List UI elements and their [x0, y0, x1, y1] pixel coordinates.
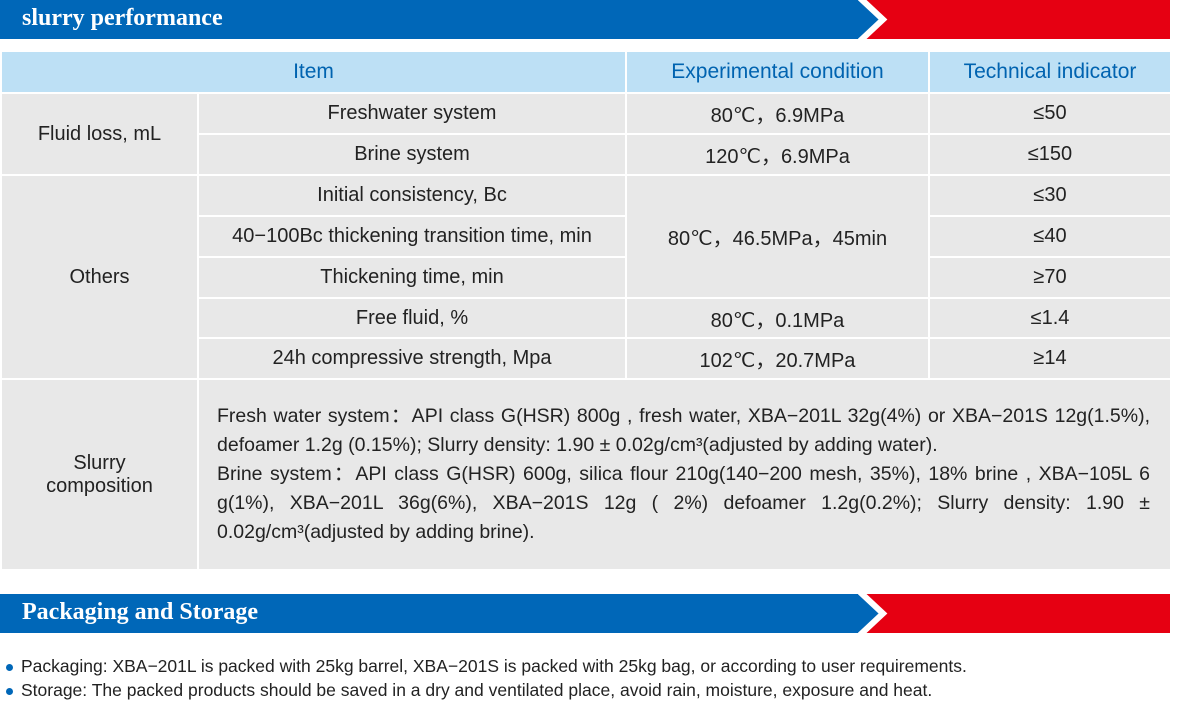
condition-cell: 80℃，6.9MPa [625, 92, 930, 135]
bullet-icon [6, 687, 13, 695]
indicator-cell: ≤150 [928, 133, 1172, 176]
bullet-text: Storage: The packed products should be s… [21, 680, 933, 700]
performance-table: Item Experimental condition Technical in… [0, 50, 1172, 571]
item-cell: 40−100Bc thickening transition time, min [197, 215, 627, 258]
group-label: Fluid loss, mL [0, 92, 199, 176]
header-condition: Experimental condition [625, 50, 930, 94]
group-label: Slurry composition [0, 378, 199, 571]
item-cell: Free fluid, % [197, 297, 627, 339]
composition-fresh: Fresh water system：API class G(HSR) 800g… [217, 405, 1150, 456]
item-cell: Brine system [197, 133, 627, 176]
group-label: Others [0, 174, 199, 380]
indicator-cell: ≤30 [928, 174, 1172, 217]
section-banner-slurry: slurry performance [0, 0, 1170, 39]
condition-cell: 80℃，0.1MPa [625, 297, 930, 339]
table-header-row: Item Experimental condition Technical in… [0, 50, 1172, 94]
composition-cell: Fresh water system：API class G(HSR) 800g… [197, 378, 1172, 571]
section-banner-packaging: Packaging and Storage [0, 594, 1170, 633]
chevron-icon [857, 594, 888, 633]
bullet-text: Packaging: XBA−201L is packed with 25kg … [21, 656, 967, 676]
indicator-cell: ≤40 [928, 215, 1172, 258]
table-row: Thickening time, min ≥70 [1, 256, 1172, 299]
item-cell: Thickening time, min [197, 256, 627, 299]
table-row: 24h compressive strength, Mpa 102℃，20.7M… [1, 337, 1172, 380]
table-row: Others Initial consistency, Bc 80℃，46.5M… [0, 174, 1172, 380]
condition-cell: 80℃，46.5MPa，45min [625, 174, 930, 299]
item-cell: Freshwater system [197, 92, 627, 135]
bullet-storage: Storage: The packed products should be s… [6, 680, 932, 701]
indicator-cell: ≥70 [928, 256, 1172, 299]
table-row: 40−100Bc thickening transition time, min… [1, 215, 1172, 258]
item-cell: 24h compressive strength, Mpa [197, 337, 627, 380]
condition-cell: 120℃，6.9MPa [625, 133, 930, 176]
table-row: Free fluid, % 80℃，0.1MPa ≤1.4 [1, 297, 1172, 339]
section-title: Packaging and Storage [22, 599, 259, 625]
header-indicator: Technical indicator [928, 50, 1172, 94]
indicator-cell: ≤1.4 [928, 297, 1172, 339]
bullet-icon [6, 663, 13, 671]
indicator-cell: ≤50 [928, 92, 1172, 135]
chevron-icon [857, 0, 888, 39]
table-row: Brine system 120℃，6.9MPa ≤150 [1, 133, 1172, 176]
condition-cell: 102℃，20.7MPa [625, 337, 930, 380]
table-row: Fluid loss, mL Freshwater system 80℃，6.9… [0, 92, 1172, 176]
indicator-cell: ≥14 [928, 337, 1172, 380]
item-cell: Initial consistency, Bc [197, 174, 627, 217]
header-item: Item [0, 50, 627, 94]
table-row: Slurry composition Fresh water system：AP… [0, 378, 1172, 571]
section-title: slurry performance [22, 5, 223, 31]
composition-brine: Brine system：API class G(HSR) 600g, sili… [217, 463, 1150, 543]
bullet-packaging: Packaging: XBA−201L is packed with 25kg … [6, 656, 967, 677]
